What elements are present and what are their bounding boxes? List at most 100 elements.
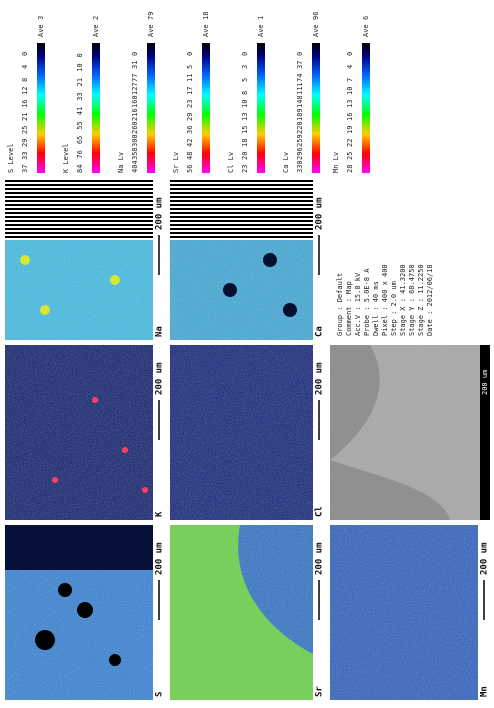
legend-level: 11 (186, 74, 194, 82)
map-spot (40, 305, 50, 315)
legend-ave: 79 (147, 12, 155, 20)
legend-header: K Level (62, 143, 70, 173)
legend-level: 0 (346, 52, 354, 56)
legend-level: 48 (186, 152, 194, 160)
legend-level: 65 (76, 136, 84, 144)
map-speckle (170, 345, 325, 520)
legend-level: 296 (296, 147, 304, 160)
legend-header: S Level (7, 143, 15, 173)
legend-level: 13 (241, 113, 249, 121)
legend-level: 220 (296, 121, 304, 134)
info-line: Stage X : 41.3200 (399, 264, 407, 336)
legend-colorbar (312, 43, 320, 173)
map-void (283, 303, 297, 317)
legend-level: 10 (241, 100, 249, 108)
legend-level: 0 (241, 52, 249, 56)
legend-level: 16 (346, 113, 354, 121)
legend-level: 21 (21, 113, 29, 121)
legend-level: 3 (241, 65, 249, 69)
legend-level: 0 (131, 52, 139, 56)
legend-level: 189 (296, 108, 304, 121)
map-spot (92, 397, 98, 403)
legend-level: 36 (186, 126, 194, 134)
legend-ave: 1 (257, 16, 265, 20)
legend-ave: 6 (362, 16, 370, 20)
bse-strip (480, 345, 490, 520)
legend-level: 330 (296, 160, 304, 173)
legend-level: 29 (186, 113, 194, 121)
map-spot (142, 487, 148, 493)
legend-level: 74 (296, 74, 304, 82)
map-void (58, 583, 72, 597)
map-speckle (330, 525, 490, 700)
legend-level: 4 (346, 65, 354, 69)
legend-level: 404 (131, 160, 139, 173)
legend-ave-label: Ave (37, 24, 45, 37)
legend-level: 18 (241, 139, 249, 147)
legend-ave: 3 (37, 16, 45, 20)
info-line: Acc.V : 15.0 kV (354, 272, 362, 336)
info-line: Stage Z : 11.2250 (417, 264, 425, 336)
map-stripes (5, 180, 165, 240)
legend-ave-label: Ave (202, 24, 210, 37)
scale-label: 200 um (315, 542, 325, 575)
legend-ave-label: Ave (362, 24, 370, 37)
legend-colorbar (362, 43, 370, 173)
map-spot (122, 447, 128, 453)
legend-colorbar (257, 43, 265, 173)
legend-header: Na Lv (117, 152, 125, 173)
legend-level: 33 (76, 92, 84, 100)
legend-level: 31 (131, 61, 139, 69)
legend-level: 25 (21, 126, 29, 134)
legend-level: 10 (346, 87, 354, 95)
legend-level: 16 (21, 100, 29, 108)
legend-level: 300 (131, 134, 139, 147)
legend-level: 4 (21, 65, 29, 69)
legend-ave: 96 (312, 12, 320, 20)
legend-level: 55 (76, 121, 84, 129)
map-spot (110, 275, 120, 285)
legend-level: 260 (131, 121, 139, 134)
legend-level: 8 (21, 78, 29, 82)
legend-level: 25 (346, 152, 354, 160)
legend-colorbar (37, 43, 45, 173)
legend-level: 21 (76, 78, 84, 86)
legend-header: Ca Lv (282, 152, 290, 173)
map-void (77, 602, 93, 618)
legend-level: 0 (296, 52, 304, 56)
info-line: Dwell : 40 ms (372, 281, 380, 336)
legend-level: 0 (21, 52, 29, 56)
map-void (109, 654, 121, 666)
scale-label: 200 um (155, 362, 165, 395)
scale-label: 200 um (315, 197, 325, 230)
map-region (170, 525, 325, 700)
map-spot (52, 477, 58, 483)
legend-level: 37 (21, 165, 29, 173)
scale-label: 200 um (155, 542, 165, 575)
map-spot (20, 255, 30, 265)
element-label: S (155, 692, 165, 697)
map-void (5, 525, 165, 570)
legend-level: 20 (241, 152, 249, 160)
legend-level: 8 (241, 91, 249, 95)
legend-level: 13 (346, 100, 354, 108)
legend-level: 160 (131, 95, 139, 108)
map-speckle (5, 345, 165, 520)
map-void (263, 253, 277, 267)
info-line: Stage Y : 68.4750 (408, 264, 416, 336)
legend-level: 12 (21, 87, 29, 95)
scale-label: 200 um (155, 197, 165, 230)
map-void (35, 630, 55, 650)
legend-level: 33 (21, 152, 29, 160)
legend-level: 19 (346, 126, 354, 134)
map-stripes (170, 180, 325, 240)
map-void (223, 283, 237, 297)
legend-level: 41 (76, 107, 84, 115)
legend-colorbar (92, 43, 100, 173)
legend-level: 111 (296, 82, 304, 95)
legend-ave-label: Ave (147, 24, 155, 37)
legend-level: 29 (21, 139, 29, 147)
legend-ave: 2 (92, 16, 100, 20)
legend-level: 127 (131, 82, 139, 95)
